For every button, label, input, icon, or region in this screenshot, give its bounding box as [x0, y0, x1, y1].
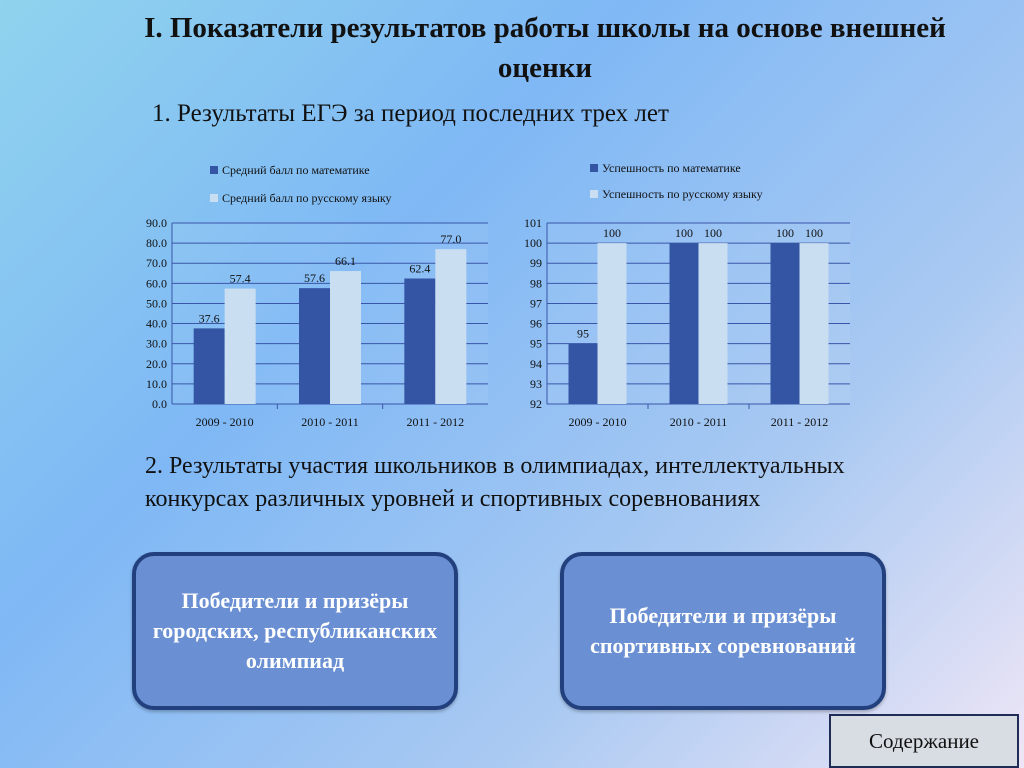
- olympiad-winners-card-label: Победители и призёры городских, республи…: [152, 588, 438, 673]
- bar: [698, 243, 728, 404]
- y-tick-label: 94: [530, 357, 542, 371]
- y-tick-label: 10.0: [146, 377, 167, 391]
- legend-swatch: [210, 194, 218, 202]
- bar: [568, 343, 598, 404]
- page-title: I. Показатели результатов работы школы н…: [144, 12, 946, 84]
- bar: [799, 243, 829, 404]
- bar: [404, 278, 436, 404]
- y-tick-label: 20.0: [146, 357, 167, 371]
- sports-winners-card-label: Победители и призёры спортивных соревнов…: [590, 603, 856, 658]
- x-tick-label: 2009 - 2010: [569, 415, 627, 429]
- bar: [330, 271, 361, 404]
- data-label: 37.6: [199, 311, 220, 325]
- legend-label: Успешность по математике: [602, 161, 741, 175]
- bar: [597, 243, 627, 404]
- contents-button[interactable]: Содержание: [829, 714, 1019, 768]
- y-tick-label: 90.0: [146, 216, 167, 230]
- data-label: 57.6: [304, 271, 325, 285]
- y-tick-label: 98: [530, 276, 542, 290]
- y-tick-label: 95: [530, 337, 542, 351]
- y-tick-label: 50.0: [146, 296, 167, 310]
- legend-label: Средний балл по русскому языку: [222, 191, 392, 205]
- y-tick-label: 70.0: [146, 256, 167, 270]
- section-2-heading: 2. Результаты участия школьников в олимп…: [145, 453, 845, 512]
- chart-exam-success-rate: 92 93 94 95 96 97 98 99 100 101 95 100 2009 - 2010 10…: [524, 161, 850, 429]
- x-tick-label: 2011 - 2012: [407, 415, 465, 429]
- legend-label: Успешность по русскому языку: [602, 187, 763, 201]
- y-tick-label: 99: [530, 256, 542, 270]
- y-tick-label: 80.0: [146, 236, 167, 250]
- data-label: 100: [603, 226, 621, 240]
- data-label: 62.4: [409, 262, 430, 276]
- y-tick-label: 100: [524, 236, 542, 250]
- bar: [770, 243, 800, 404]
- legend-swatch: [590, 164, 598, 172]
- olympiad-winners-card[interactable]: Победители и призёры городских, республи…: [132, 552, 458, 710]
- data-label: 77.0: [440, 232, 461, 246]
- data-label: 100: [675, 226, 693, 240]
- bar: [435, 249, 467, 404]
- chart-exam-average-score: 0.0 10.0 20.0 30.0 40.0 50.0 60.0 70.0 80.0 90.0 3…: [146, 163, 488, 429]
- data-label: 95: [577, 327, 589, 341]
- y-tick-label: 30.0: [146, 337, 167, 351]
- data-label: 57.4: [230, 272, 251, 286]
- legend-label: Средний балл по математике: [222, 163, 370, 177]
- sports-winners-card[interactable]: Победители и призёры спортивных соревнов…: [560, 552, 886, 710]
- x-tick-label: 2010 - 2011: [301, 415, 359, 429]
- x-tick-label: 2009 - 2010: [196, 415, 254, 429]
- y-tick-label: 40.0: [146, 317, 167, 331]
- data-label: 100: [805, 226, 823, 240]
- legend-swatch: [210, 166, 218, 174]
- bar: [299, 288, 330, 404]
- y-tick-label: 60.0: [146, 276, 167, 290]
- x-tick-label: 2011 - 2012: [771, 415, 829, 429]
- y-tick-label: 96: [530, 317, 542, 331]
- bar: [193, 328, 225, 404]
- bar: [224, 288, 256, 404]
- y-tick-label: 92: [530, 397, 542, 411]
- y-tick-label: 93: [530, 377, 542, 391]
- section-1-heading: 1. Результаты ЕГЭ за период последних тр…: [152, 100, 669, 127]
- x-tick-label: 2010 - 2011: [670, 415, 728, 429]
- bar: [669, 243, 699, 404]
- data-label: 100: [776, 226, 794, 240]
- data-label: 100: [704, 226, 722, 240]
- legend-swatch: [590, 190, 598, 198]
- y-tick-label: 101: [524, 216, 542, 230]
- data-label: 66.1: [335, 254, 356, 268]
- y-tick-label: 97: [530, 296, 542, 310]
- y-tick-label: 0.0: [152, 397, 167, 411]
